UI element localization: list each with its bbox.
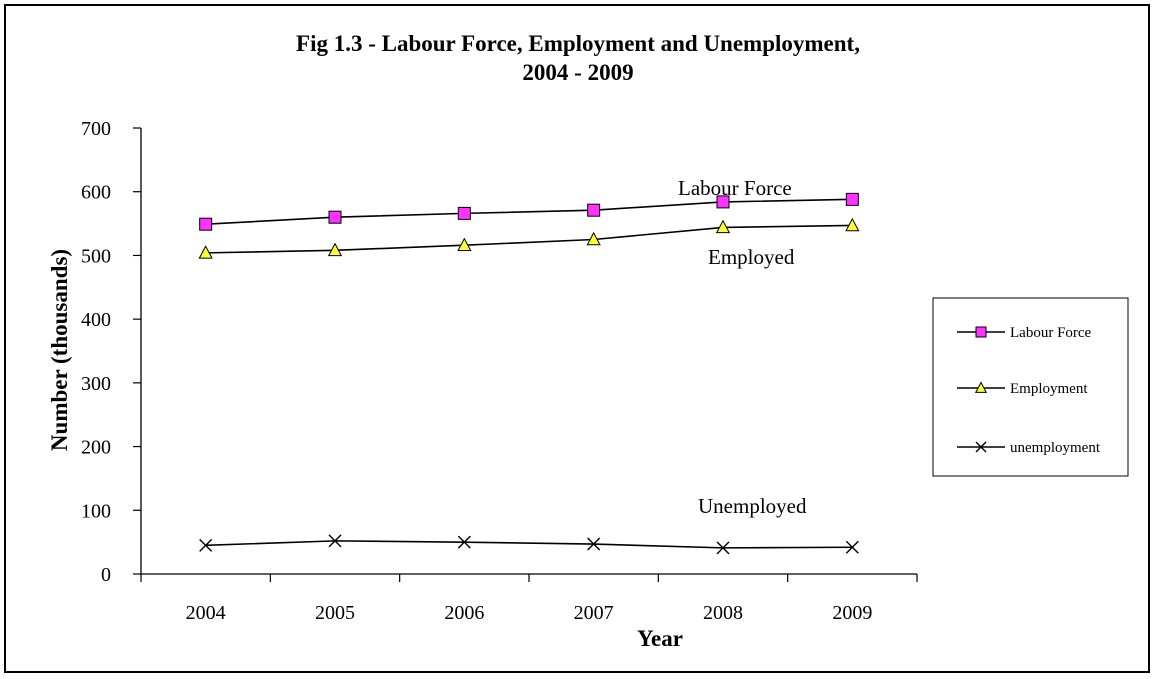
legend-marker-unemployment: [975, 441, 987, 453]
y-tick-label: 200: [81, 437, 111, 459]
annotation-labour-force: Labour Force: [678, 176, 792, 200]
x-tick-label: 2009: [832, 602, 872, 624]
data-point-employment: [457, 237, 472, 252]
y-tick-label: 400: [81, 309, 111, 331]
data-point-unemployment: [457, 535, 471, 549]
annotation-employed: Employed: [708, 245, 795, 269]
data-point-labour-force: [845, 192, 859, 206]
series-line-unemployment: [205, 540, 853, 549]
legend-label-labour-force: Labour Force: [1010, 325, 1092, 341]
axes: 0 100 200 300 400 500 600 700 2004 2005 2006 2007 20…: [81, 118, 918, 624]
y-axis-title: Number (thousands): [47, 249, 72, 451]
data-point-employment: [327, 242, 343, 257]
data-point-labour-force: [587, 203, 601, 217]
annotation-unemployed: Unemployed: [698, 494, 807, 518]
data-point-employment: [586, 231, 601, 246]
y-tick-label: 700: [81, 118, 111, 140]
chart-title-line2: 2004 - 2009: [522, 60, 633, 85]
x-tick-label: 2007: [574, 602, 614, 624]
x-axis-title: Year: [637, 626, 683, 651]
legend-marker-labour-force: [975, 326, 987, 338]
data-point-unemployment: [845, 540, 859, 554]
data-point-employment: [715, 219, 731, 234]
x-tick-label: 2005: [315, 602, 355, 624]
data-point-labour-force: [328, 210, 342, 224]
x-tick-label: 2004: [186, 602, 226, 624]
data-point-employment: [198, 245, 213, 259]
data-point-labour-force: [716, 195, 730, 209]
x-tick-label: 2008: [703, 602, 743, 624]
y-tick-label: 0: [101, 564, 111, 586]
legend-label-employment: Employment: [1010, 381, 1088, 397]
data-point-labour-force: [199, 217, 213, 231]
y-tick-label: 300: [81, 373, 111, 395]
series-line-employment: [205, 224, 853, 254]
x-tick-label: 2006: [444, 602, 484, 624]
legend: Labour Force Employment unemployment: [932, 297, 1129, 477]
data-point-unemployment: [587, 537, 601, 551]
chart-title-line1: Fig 1.3 - Labour Force, Employment and U…: [296, 31, 860, 56]
legend-label-unemployment: unemployment: [1010, 440, 1101, 456]
legend-marker-employment: [974, 381, 988, 393]
data-point-unemployment: [328, 534, 342, 548]
series-layer: [198, 192, 860, 555]
data-point-unemployment: [716, 541, 730, 555]
data-point-employment: [845, 217, 860, 232]
y-tick-label: 100: [81, 500, 111, 522]
y-tick-label: 500: [81, 245, 111, 267]
data-point-labour-force: [457, 206, 471, 220]
y-tick-label: 600: [81, 182, 111, 204]
series-line-labour-force: [205, 198, 853, 226]
data-point-unemployment: [199, 538, 213, 552]
